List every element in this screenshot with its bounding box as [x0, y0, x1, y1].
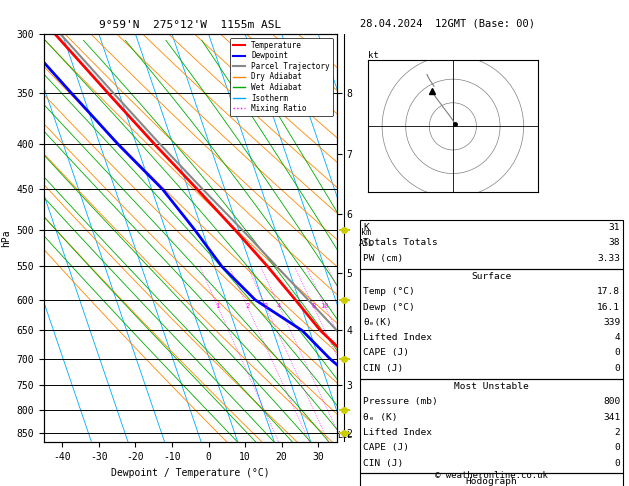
Text: 28.04.2024  12GMT (Base: 00): 28.04.2024 12GMT (Base: 00): [360, 18, 535, 29]
Text: Pressure (mb): Pressure (mb): [363, 398, 438, 406]
Text: K: K: [363, 223, 369, 232]
Text: 4: 4: [615, 333, 620, 342]
Legend: Temperature, Dewpoint, Parcel Trajectory, Dry Adiabat, Wet Adiabat, Isotherm, Mi: Temperature, Dewpoint, Parcel Trajectory…: [230, 38, 333, 116]
Text: 0: 0: [615, 348, 620, 358]
Text: Hodograph: Hodograph: [465, 477, 517, 486]
Text: CIN (J): CIN (J): [363, 364, 403, 373]
Text: CIN (J): CIN (J): [363, 459, 403, 468]
Text: 10: 10: [321, 303, 329, 309]
Text: CAPE (J): CAPE (J): [363, 443, 409, 452]
X-axis label: Dewpoint / Temperature (°C): Dewpoint / Temperature (°C): [111, 468, 270, 478]
Text: 8: 8: [311, 303, 315, 309]
Text: 0: 0: [615, 443, 620, 452]
Text: θₑ(K): θₑ(K): [363, 318, 392, 327]
Text: 2: 2: [245, 303, 249, 309]
Text: 17.8: 17.8: [597, 287, 620, 296]
Text: Dewp (°C): Dewp (°C): [363, 302, 415, 312]
Text: Surface: Surface: [471, 272, 511, 281]
Y-axis label: km
ASL: km ASL: [359, 228, 374, 248]
Text: PW (cm): PW (cm): [363, 254, 403, 263]
Text: 4: 4: [277, 303, 281, 309]
Text: 0: 0: [615, 459, 620, 468]
Text: 2: 2: [615, 428, 620, 437]
Text: kt: kt: [368, 52, 379, 60]
Text: 3: 3: [264, 303, 268, 309]
Text: Totals Totals: Totals Totals: [363, 238, 438, 247]
Text: 16.1: 16.1: [597, 302, 620, 312]
Text: 800: 800: [603, 398, 620, 406]
Text: 31: 31: [609, 223, 620, 232]
Text: © weatheronline.co.uk: © weatheronline.co.uk: [435, 471, 548, 480]
Text: 0: 0: [615, 364, 620, 373]
Text: 3.33: 3.33: [597, 254, 620, 263]
Text: θₑ (K): θₑ (K): [363, 413, 398, 422]
Text: 339: 339: [603, 318, 620, 327]
Text: 38: 38: [609, 238, 620, 247]
Text: LCL: LCL: [338, 431, 353, 440]
Y-axis label: hPa: hPa: [1, 229, 11, 247]
Text: Lifted Index: Lifted Index: [363, 428, 432, 437]
Text: Temp (°C): Temp (°C): [363, 287, 415, 296]
Text: Most Unstable: Most Unstable: [454, 382, 528, 391]
Text: Lifted Index: Lifted Index: [363, 333, 432, 342]
Text: 1: 1: [215, 303, 220, 309]
Text: 341: 341: [603, 413, 620, 422]
Title: 9°59'N  275°12'W  1155m ASL: 9°59'N 275°12'W 1155m ASL: [99, 20, 281, 31]
Text: CAPE (J): CAPE (J): [363, 348, 409, 358]
